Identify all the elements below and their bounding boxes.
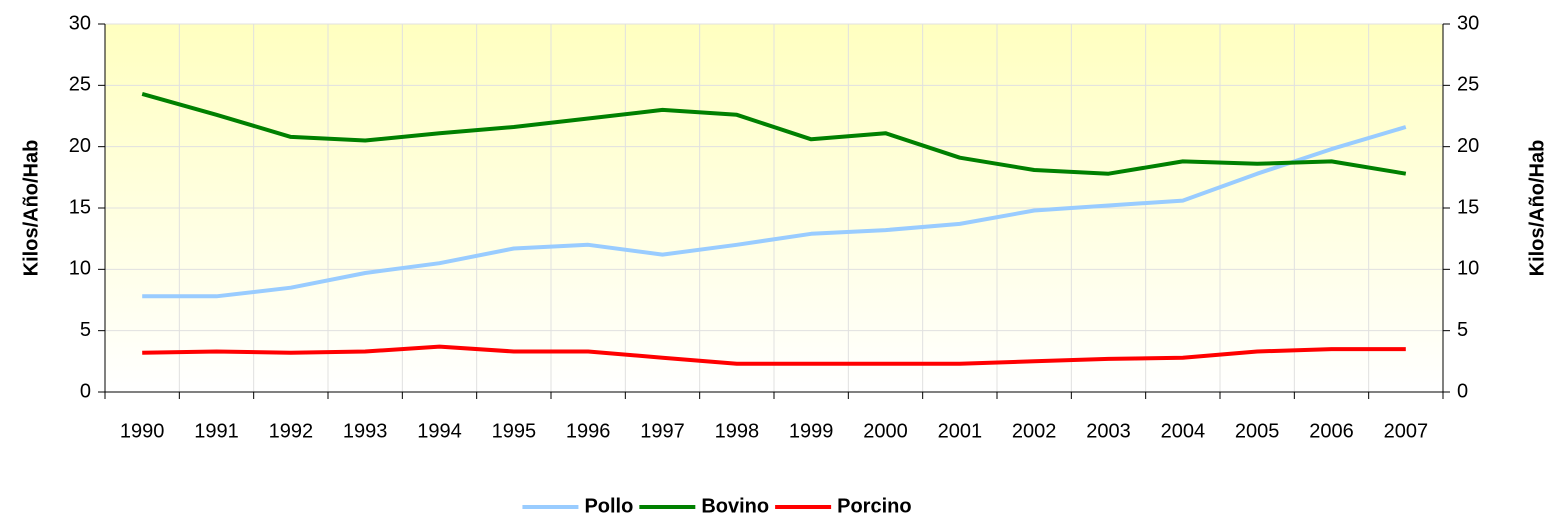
x-tick-label: 2004: [1161, 420, 1206, 442]
x-tick-label: 2001: [938, 420, 983, 442]
y2-tick-label: 5: [1457, 319, 1468, 341]
y2-axis-label: Kilos/Año/Hab: [1526, 140, 1548, 277]
y2-tick-label: 0: [1457, 380, 1468, 402]
x-tick-label: 1993: [343, 420, 388, 442]
x-tick-label: 1990: [120, 420, 165, 442]
y-tick-label: 20: [69, 135, 91, 157]
x-tick-label: 2000: [863, 420, 908, 442]
x-tick-label: 2002: [1012, 420, 1057, 442]
legend-label: Pollo: [584, 495, 633, 517]
x-tick-label: 2003: [1086, 420, 1131, 442]
x-tick-label: 1992: [269, 420, 314, 442]
y2-tick-label: 30: [1457, 12, 1479, 34]
series-line: [142, 125, 1407, 299]
y-tick-label: 0: [80, 380, 91, 402]
x-tick-label: 1998: [715, 420, 760, 442]
y2-tick-label: 25: [1457, 74, 1479, 96]
y-tick-label: 10: [69, 258, 91, 280]
y2-tick-label: 10: [1457, 258, 1479, 280]
y-tick-label: 5: [80, 319, 91, 341]
y-tick-label: 30: [69, 12, 91, 34]
legend-label: Porcino: [837, 495, 911, 517]
x-tick-label: 2005: [1235, 420, 1280, 442]
x-tick-label: 1996: [566, 420, 611, 442]
x-tick-label: 2007: [1384, 420, 1429, 442]
x-tick-label: 2006: [1309, 420, 1354, 442]
x-tick-label: 1994: [417, 420, 462, 442]
legend-label: Bovino: [701, 495, 769, 517]
series-line: [142, 344, 1406, 366]
x-tick-label: 1995: [492, 420, 537, 442]
series-line: [141, 91, 1407, 176]
x-tick-label: 1997: [640, 420, 685, 442]
x-tick-label: 1991: [194, 420, 239, 442]
y2-tick-label: 15: [1457, 196, 1479, 218]
y-axis-label: Kilos/Año/Hab: [20, 140, 42, 277]
x-tick-label: 1999: [789, 420, 834, 442]
y2-tick-label: 20: [1457, 135, 1479, 157]
y-tick-label: 25: [69, 74, 91, 96]
y-tick-label: 15: [69, 196, 91, 218]
